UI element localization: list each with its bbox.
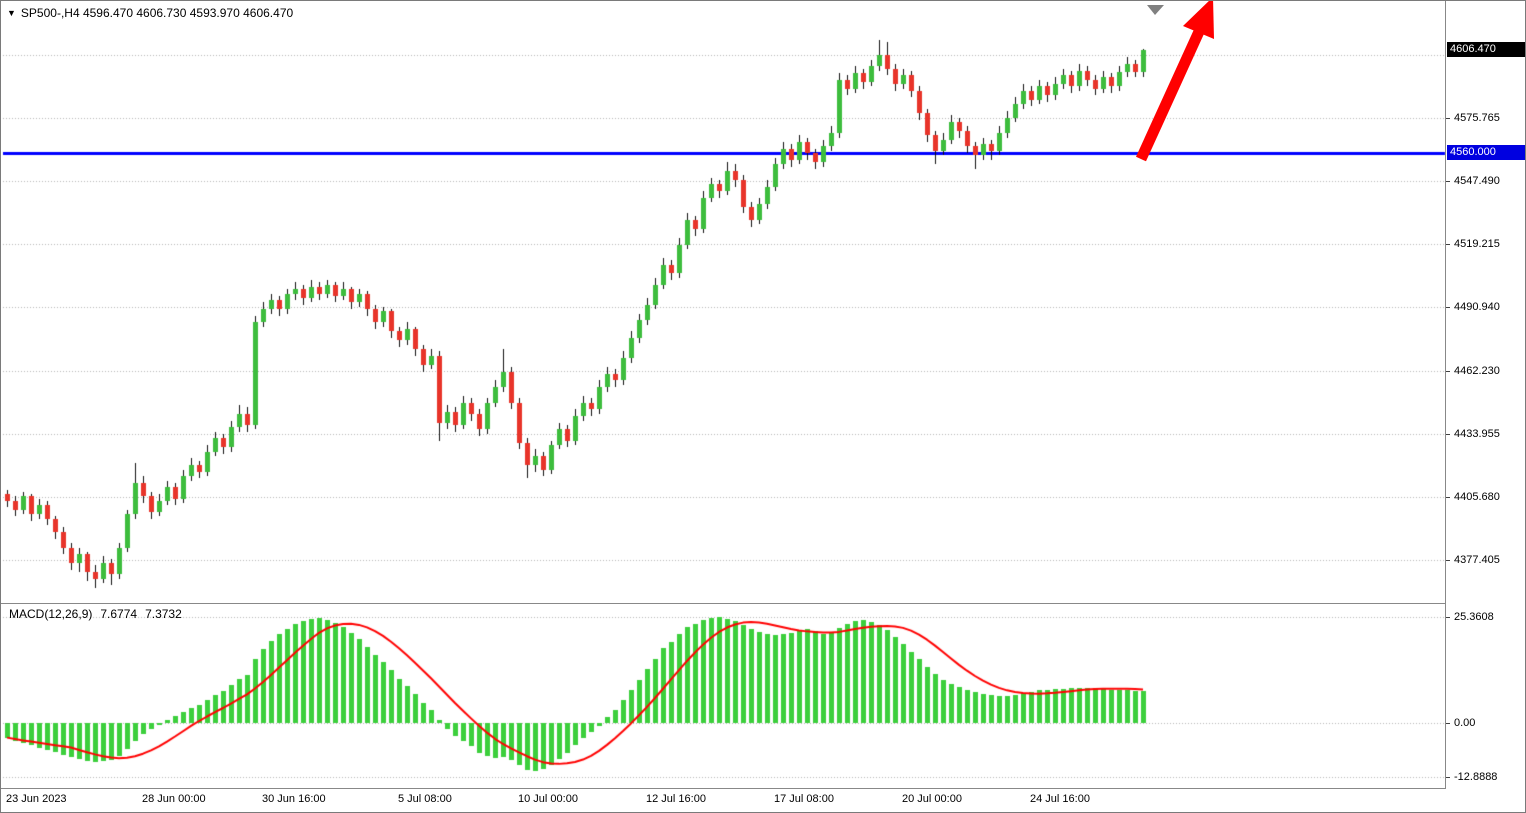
support-level-price-tag: 4560.000 [1447,145,1525,160]
axis-tick-dash [1446,244,1450,245]
price-axis-divider [1445,1,1446,789]
time-axis-divider [1,788,1525,789]
axis-tick-dash [1446,371,1450,372]
axis-tick-label: 4547.490 [1454,175,1500,188]
chart-marker-icon: ▼ [7,8,16,18]
time-axis-label: 10 Jul 00:00 [518,793,578,805]
time-axis-label: 20 Jul 00:00 [902,793,962,805]
axis-tick-label: 0.00 [1454,717,1476,729]
axis-tick-dash [1446,118,1450,119]
current-price-tag: 4606.470 [1447,42,1525,57]
axis-tick-label: 4405.680 [1454,490,1500,503]
axis-tick-dash [1446,777,1450,778]
axis-tick-label: 4519.215 [1454,238,1500,251]
time-axis[interactable]: 23 Jun 2023 28 Jun 00:00 30 Jun 16:00 5 Jul… [1,789,1525,812]
time-axis-label: 23 Jun 2023 [6,793,67,805]
axis-tick-label: -12.8888 [1454,770,1498,783]
axis-tick-dash [1446,497,1450,498]
price-axis[interactable]: 4606.470 4560.000 4575.765 4547.490 4519.2… [1446,1,1525,789]
axis-tick-label: 4377.405 [1454,553,1500,566]
axis-tick-label: 4490.940 [1454,301,1500,314]
axis-tick-label: 4433.955 [1454,427,1500,440]
macd-indicator-label: MACD(12,26,9) 7.6774 7.3732 [9,607,182,621]
axis-tick-dash [1446,181,1450,182]
time-axis-label: 24 Jul 16:00 [1030,793,1090,805]
time-axis-label: 28 Jun 00:00 [142,793,206,805]
axis-tick-dash [1446,723,1450,724]
axis-tick-dash [1446,560,1450,561]
time-axis-label: 17 Jul 08:00 [774,793,834,805]
panel-divider[interactable] [1,603,1525,604]
symbol-info: ▼ SP500-,H4 4596.470 4606.730 4593.970 4… [7,6,293,20]
axis-tick-label: 4575.765 [1454,112,1500,125]
axis-tick-dash [1446,307,1450,308]
macd-signal-value: 7.3732 [145,607,182,621]
axis-tick-label: 25.3608 [1454,610,1494,623]
axis-tick-label: 4462.230 [1454,364,1500,377]
time-axis-label: 5 Jul 08:00 [398,793,452,805]
axis-tick-dash [1446,617,1450,618]
macd-main-value: 7.6774 [100,607,138,621]
time-axis-label: 30 Jun 16:00 [262,793,326,805]
time-axis-label: 12 Jul 16:00 [646,793,706,805]
macd-title: MACD(12,26,9) [9,607,93,621]
symbol-ohlc-text: SP500-,H4 4596.470 4606.730 4593.970 460… [20,6,294,20]
axis-tick-dash [1446,434,1450,435]
